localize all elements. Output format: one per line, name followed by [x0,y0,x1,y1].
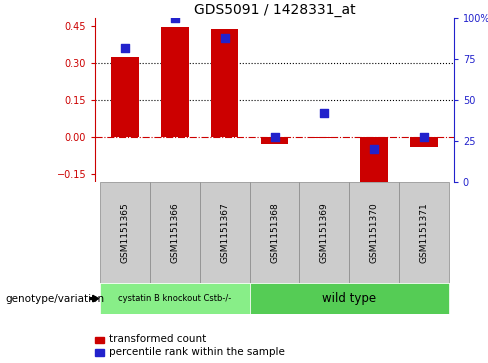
Bar [349,182,399,283]
Bar [410,137,438,147]
Point [420,134,428,140]
Point [321,110,328,116]
Point [121,45,129,50]
Text: transformed count: transformed count [109,334,206,344]
Text: GSM1151366: GSM1151366 [170,202,180,263]
Text: GSM1151370: GSM1151370 [369,202,379,263]
Text: GSM1151371: GSM1151371 [420,202,428,263]
Bar [200,182,249,283]
Bar [100,182,150,283]
Text: GSM1151367: GSM1151367 [220,202,229,263]
Title: GDS5091 / 1428331_at: GDS5091 / 1428331_at [194,3,355,17]
Text: GSM1151368: GSM1151368 [270,202,279,263]
Text: cystatin B knockout Cstb-/-: cystatin B knockout Cstb-/- [118,294,231,303]
Point [221,35,228,41]
Bar [399,182,449,283]
Text: wild type: wild type [322,292,376,305]
Bar [361,137,388,184]
Point [370,146,378,152]
Bar [311,137,338,138]
Bar [249,182,300,283]
Text: GSM1151369: GSM1151369 [320,202,329,263]
Bar [161,27,188,137]
Bar [111,57,139,137]
Bar [261,137,288,144]
Bar [150,182,200,283]
Bar [211,29,238,137]
Bar [300,182,349,283]
Bar [100,283,249,314]
Text: percentile rank within the sample: percentile rank within the sample [109,347,285,357]
Point [171,15,179,21]
Text: genotype/variation: genotype/variation [5,294,104,303]
Bar [249,283,449,314]
Text: GSM1151365: GSM1151365 [121,202,129,263]
Point [271,134,279,140]
